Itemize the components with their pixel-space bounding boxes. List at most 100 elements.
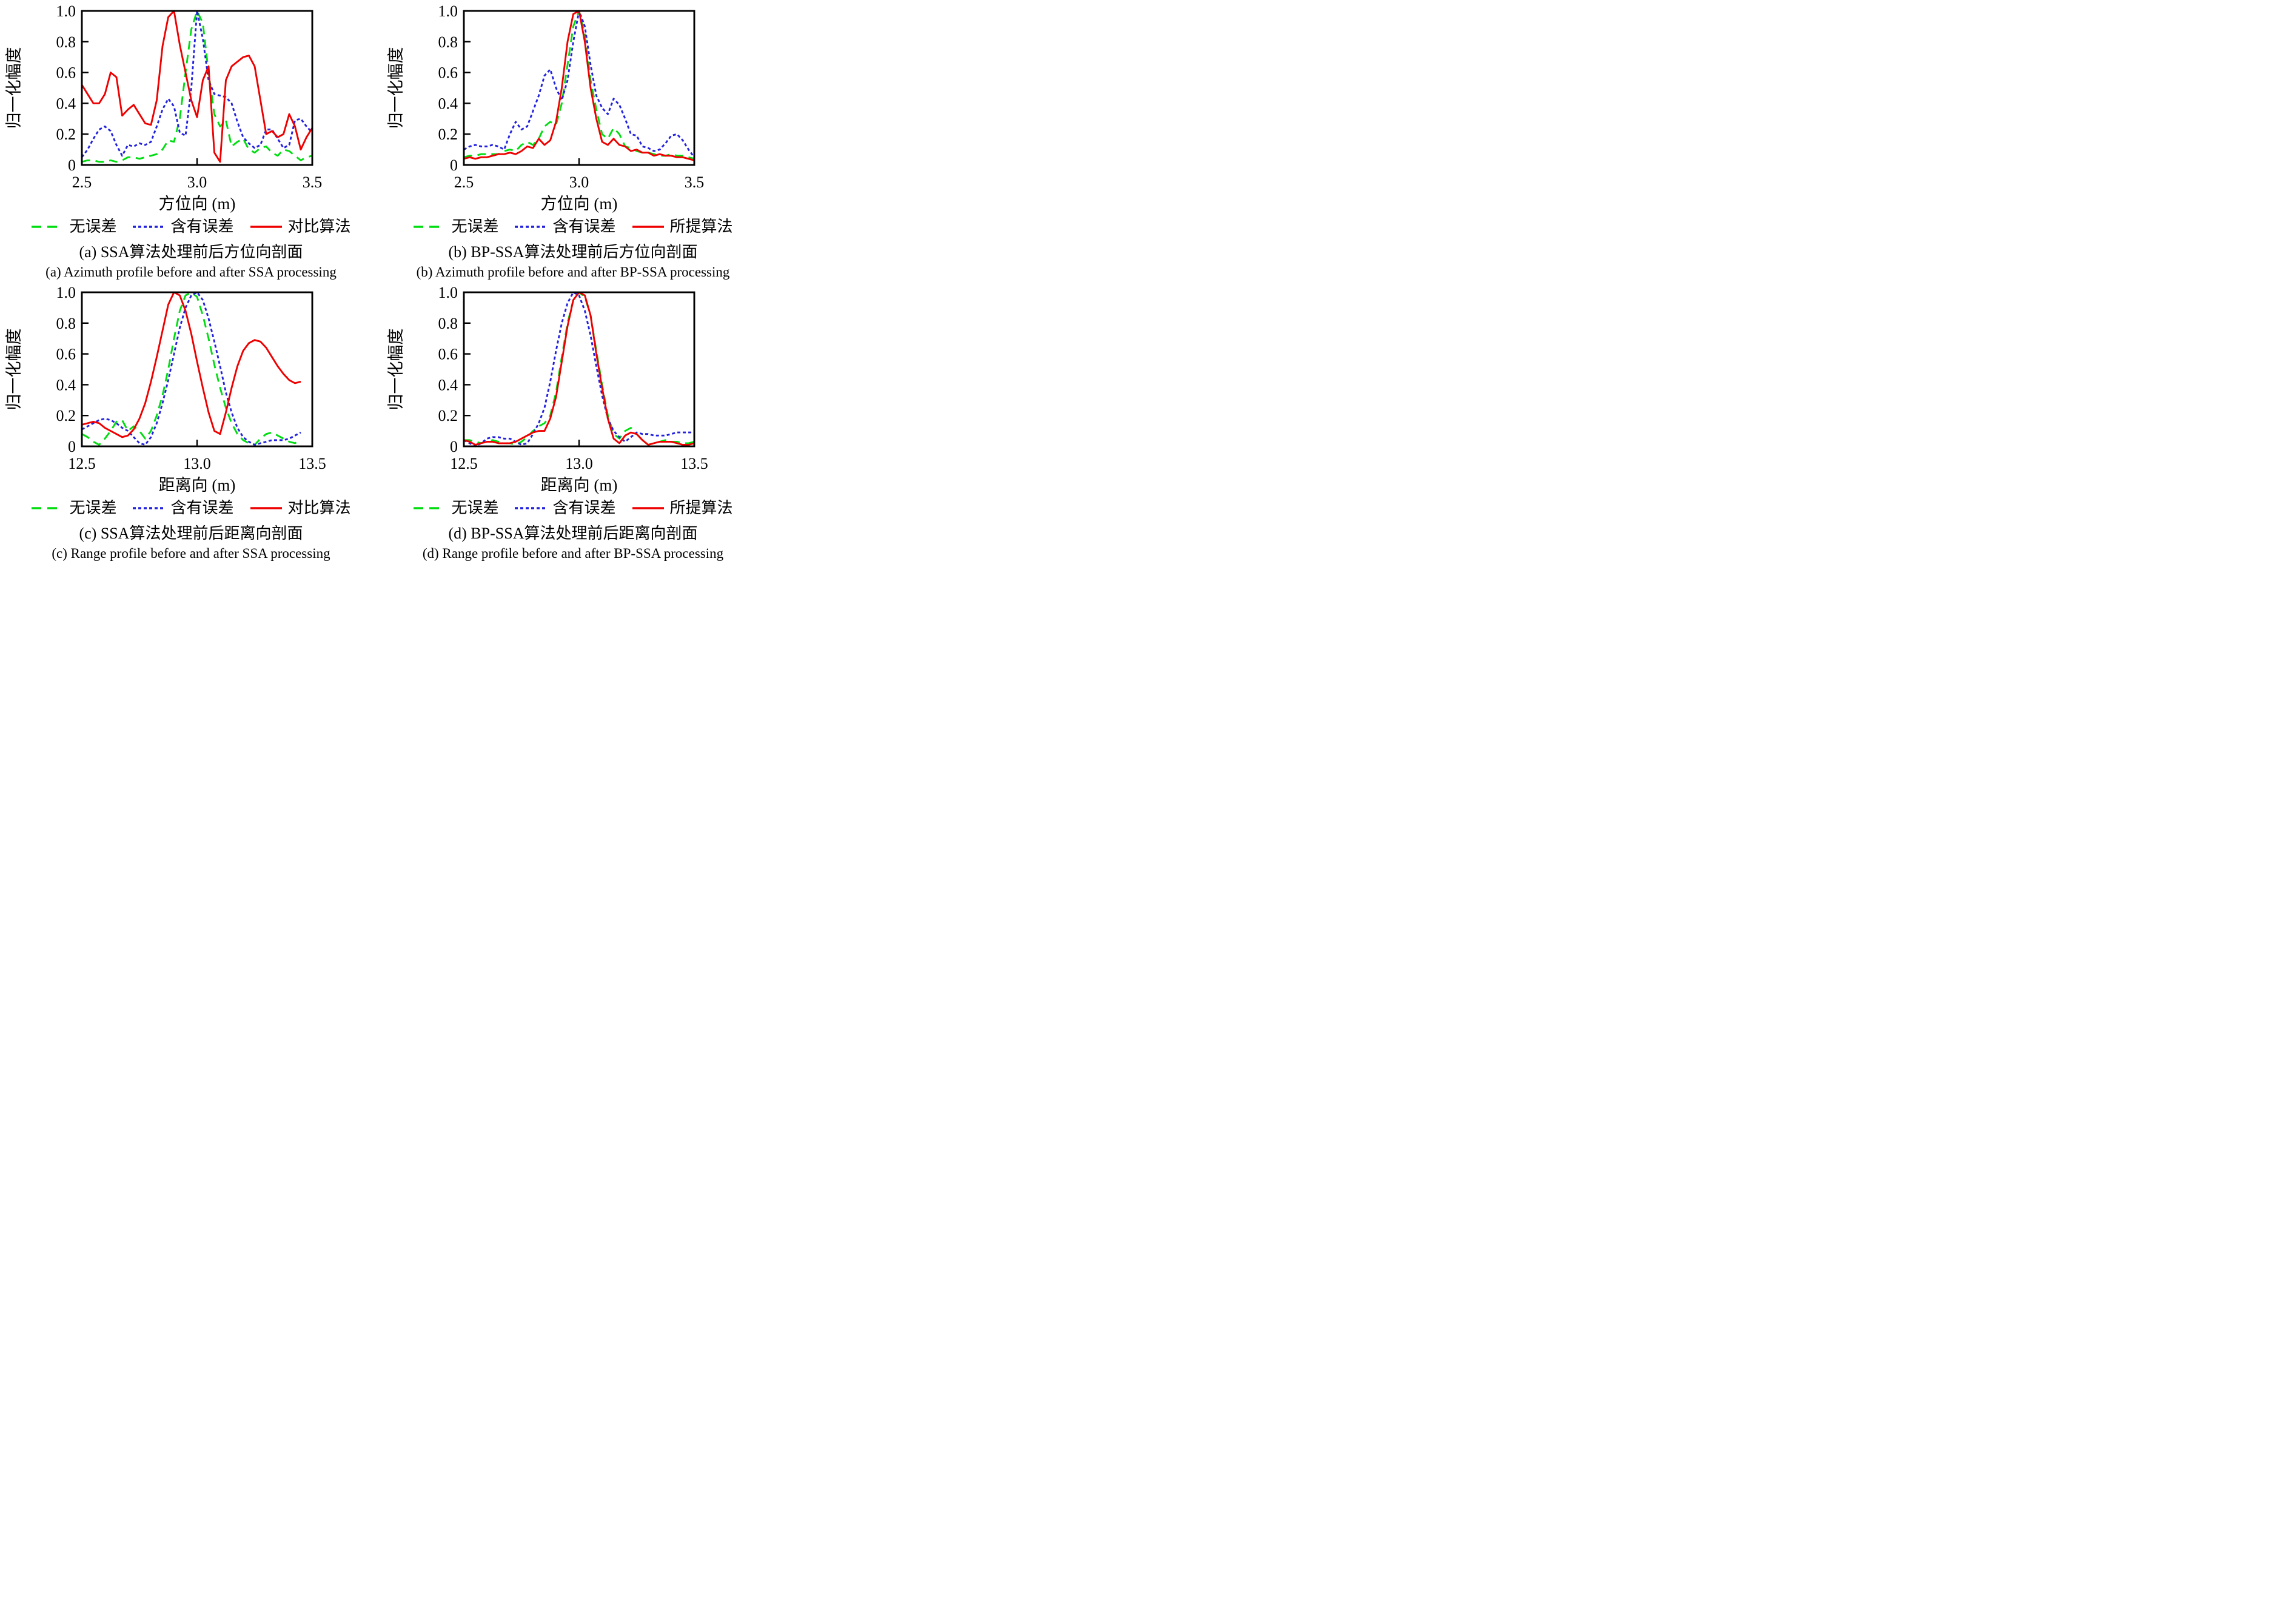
- panel-b: 0 0.2 0.4 0.6 0.8 1.0 2.5 3.0 3.5 归一化幅度方位向 (m) 无误…: [382, 0, 764, 281]
- svg-text:13.5: 13.5: [680, 455, 708, 472]
- legend-line-contrast-algorithm-icon: [250, 226, 282, 228]
- svg-text:13.0: 13.0: [183, 455, 211, 472]
- svg-text:0.2: 0.2: [56, 407, 76, 424]
- caption-zh-d: (d) BP-SSA算法处理前后距离向剖面: [448, 525, 698, 542]
- legend-item-contrast-algorithm: 对比算法: [250, 500, 351, 516]
- legend-a: 无误差 含有误差 对比算法: [0, 216, 382, 238]
- caption-zh-c: (c) SSA算法处理前后距离向剖面: [79, 525, 303, 542]
- legend-label-proposed-algorithm: 所提算法: [669, 218, 733, 235]
- svg-text:0.2: 0.2: [438, 407, 458, 424]
- caption-zh-b: (b) BP-SSA算法处理前后方位向剖面: [448, 243, 698, 261]
- legend-item-no-error: 无误差: [413, 219, 498, 235]
- svg-text:0.4: 0.4: [56, 95, 76, 112]
- legend-item-contrast-algorithm: 对比算法: [250, 219, 351, 235]
- figure-page: { "chart_data": [ { "id": "a", "type": "…: [0, 0, 764, 563]
- svg-text:0: 0: [450, 156, 458, 174]
- legend-item-proposed-algorithm: 所提算法: [632, 219, 733, 235]
- svg-text:12.5: 12.5: [68, 455, 96, 472]
- legend-label-proposed-algorithm: 所提算法: [669, 499, 733, 517]
- legend-item-with-error: 含有误差: [514, 499, 616, 517]
- legend-label-no-error: 无误差: [451, 218, 499, 235]
- legend-label-with-error: 含有误差: [170, 218, 234, 235]
- svg-text:归一化幅度: 归一化幅度: [5, 47, 23, 129]
- svg-text:12.5: 12.5: [450, 455, 478, 472]
- legend-label-no-error: 无误差: [69, 499, 117, 517]
- svg-text:0.8: 0.8: [438, 315, 458, 332]
- svg-text:0.8: 0.8: [56, 315, 76, 332]
- svg-text:0.4: 0.4: [56, 376, 76, 394]
- svg-text:0.4: 0.4: [438, 95, 458, 112]
- svg-text:0: 0: [68, 438, 76, 455]
- svg-text:1.0: 1.0: [56, 285, 76, 301]
- svg-text:1.0: 1.0: [56, 4, 76, 20]
- caption-en-d: (d) Range profile before and after BP-SS…: [422, 546, 724, 561]
- svg-text:0.6: 0.6: [438, 346, 458, 363]
- caption-en-b: (b) Azimuth profile before and after BP-…: [416, 264, 730, 280]
- svg-text:0.2: 0.2: [438, 126, 458, 143]
- svg-text:2.5: 2.5: [454, 173, 474, 191]
- svg-text:0.6: 0.6: [56, 64, 76, 82]
- svg-text:0: 0: [68, 156, 76, 174]
- legend-line-no-error-icon: [32, 226, 64, 228]
- svg-text:归一化幅度: 归一化幅度: [387, 47, 405, 129]
- svg-text:3.5: 3.5: [685, 173, 705, 191]
- legend-label-with-error: 含有误差: [552, 218, 616, 235]
- legend-label-no-error: 无误差: [69, 218, 117, 235]
- legend-item-no-error: 无误差: [413, 500, 498, 516]
- svg-text:距离向 (m): 距离向 (m): [541, 476, 618, 494]
- panel-d: 0 0.2 0.4 0.6 0.8 1.0 12.5 13.0 13.5 归一化幅度 距离向 (m)…: [382, 281, 764, 563]
- legend-item-proposed-algorithm: 所提算法: [632, 500, 733, 516]
- svg-text:方位向 (m): 方位向 (m): [159, 195, 236, 213]
- panel-a: 0 0.2 0.4 0.6 0.8 1.0 2.5 3.0 3.5 归一化幅度方位向 (m) 无误…: [0, 0, 382, 281]
- panel-c: 0 0.2 0.4 0.6 0.8 1.0 12.5 13.0 13.5 归一化幅度距离向 (m)…: [0, 281, 382, 563]
- legend-line-with-error-icon: [515, 226, 547, 228]
- svg-text:0.6: 0.6: [56, 346, 76, 363]
- svg-text:1.0: 1.0: [438, 4, 458, 20]
- legend-label-contrast-algorithm: 对比算法: [287, 218, 351, 235]
- svg-text:方位向 (m): 方位向 (m): [541, 195, 618, 213]
- svg-text:0.8: 0.8: [56, 33, 76, 51]
- legend-line-with-error-icon: [515, 507, 547, 509]
- svg-text:0: 0: [450, 438, 458, 455]
- legend-label-with-error: 含有误差: [170, 499, 234, 517]
- legend-label-with-error: 含有误差: [552, 499, 616, 517]
- legend-item-no-error: 无误差: [31, 219, 116, 235]
- svg-text:13.5: 13.5: [298, 455, 326, 472]
- legend-line-proposed-algorithm-icon: [632, 507, 664, 509]
- svg-text:3.0: 3.0: [187, 173, 207, 191]
- svg-text:归一化幅度: 归一化幅度: [5, 329, 23, 411]
- svg-text:3.5: 3.5: [303, 173, 323, 191]
- legend-line-contrast-algorithm-icon: [250, 507, 282, 509]
- legend-item-with-error: 含有误差: [132, 499, 234, 517]
- svg-text:3.0: 3.0: [569, 173, 589, 191]
- legend-line-no-error-icon: [32, 507, 64, 509]
- svg-text:2.5: 2.5: [72, 173, 92, 191]
- legend-c: 无误差 含有误差 对比算法: [0, 497, 382, 519]
- svg-text:归一化幅度: 归一化幅度: [387, 329, 405, 411]
- svg-text:距离向 (m): 距离向 (m): [159, 476, 236, 494]
- caption-en-c: (c) Range profile before and after SSA p…: [52, 546, 330, 561]
- legend-label-no-error: 无误差: [451, 499, 499, 517]
- legend-b: 无误差 含有误差 所提算法: [382, 216, 764, 238]
- legend-item-no-error: 无误差: [31, 500, 116, 516]
- legend-line-with-error-icon: [133, 226, 165, 228]
- legend-line-no-error-icon: [414, 507, 446, 509]
- legend-item-with-error: 含有误差: [514, 218, 616, 235]
- legend-line-with-error-icon: [133, 507, 165, 509]
- svg-text:0.8: 0.8: [438, 33, 458, 51]
- svg-text:0.4: 0.4: [438, 376, 458, 394]
- legend-item-with-error: 含有误差: [132, 218, 234, 235]
- legend-line-no-error-icon: [414, 226, 446, 228]
- caption-zh-a: (a) SSA算法处理前后方位向剖面: [79, 243, 303, 261]
- svg-text:1.0: 1.0: [438, 285, 458, 301]
- figure-grid: 0 0.2 0.4 0.6 0.8 1.0 2.5 3.0 3.5 归一化幅度 方位向 (m) 无误…: [0, 0, 764, 563]
- caption-en-a: (a) Azimuth profile before and after SSA…: [45, 264, 337, 280]
- legend-label-contrast-algorithm: 对比算法: [287, 499, 351, 517]
- svg-text:0.2: 0.2: [56, 126, 76, 143]
- legend-line-proposed-algorithm-icon: [632, 226, 664, 228]
- svg-text:0.6: 0.6: [438, 64, 458, 82]
